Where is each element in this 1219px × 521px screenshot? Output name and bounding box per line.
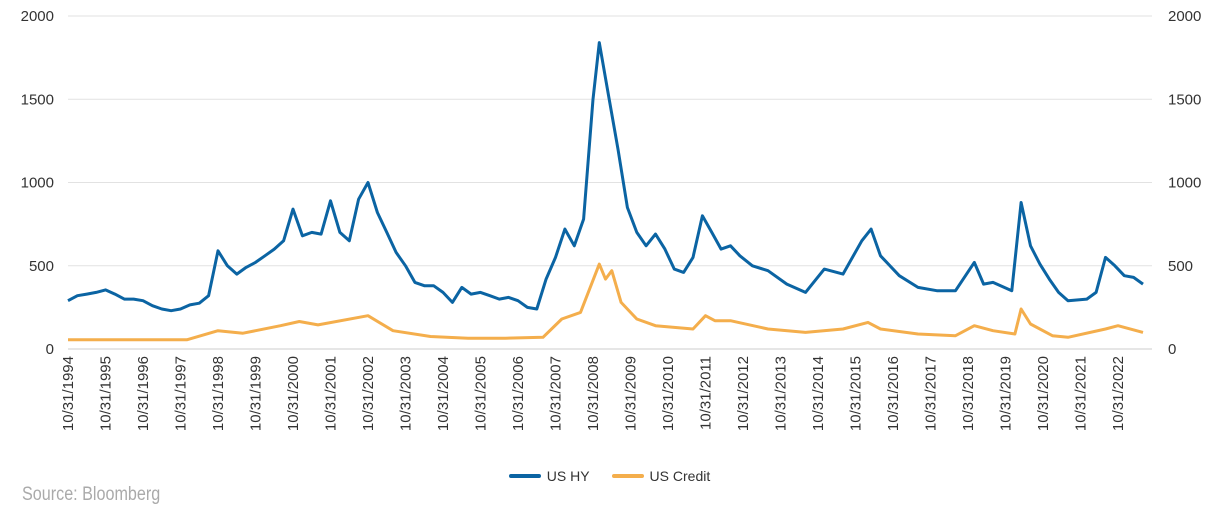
x-tick-label: 10/31/2006 (510, 356, 527, 431)
x-tick-label: 10/31/2007 (548, 356, 565, 431)
x-tick-label: 10/31/2013 (773, 356, 790, 431)
series-line-us-hy (67, 41, 1144, 313)
x-tick-label: 10/31/2010 (660, 356, 677, 431)
x-tick-label: 10/31/1999 (248, 356, 265, 431)
y-tick-label: 2000 (21, 8, 54, 25)
x-tick-label: 10/31/1996 (135, 356, 152, 431)
x-tick-label: 10/31/1997 (173, 356, 190, 431)
legend-label-us-credit: US Credit (649, 468, 711, 484)
x-tick-label: 10/31/1998 (210, 356, 227, 431)
x-tick-label: 10/31/2019 (998, 356, 1015, 431)
x-tick-label: 10/31/2000 (285, 356, 302, 431)
x-tick-label: 10/31/2002 (360, 356, 377, 431)
x-tick-label: 10/31/2004 (435, 356, 452, 431)
x-tick-label: 10/31/2001 (323, 356, 340, 431)
x-tick-label: 10/31/2003 (398, 356, 415, 431)
x-tick-label: 10/31/1995 (98, 356, 115, 431)
x-tick-label: 10/31/2020 (1035, 356, 1052, 431)
x-tick-label: 10/31/2012 (735, 356, 752, 431)
legend-label-us-hy: US HY (546, 468, 590, 484)
y-tick-label: 1000 (21, 175, 54, 192)
x-tick-label: 10/31/2022 (1110, 356, 1127, 431)
x-tick-label: 10/31/2005 (473, 356, 490, 431)
legend: US HY US Credit (0, 468, 1219, 484)
y-tick-label: 500 (29, 258, 54, 275)
x-tick-label: 10/31/2008 (585, 356, 602, 431)
legend-swatch-us-credit (611, 474, 644, 478)
y2-tick-label: 0 (1168, 341, 1176, 358)
x-tick-label: 10/31/2009 (623, 356, 640, 431)
x-tick-label: 10/31/2018 (960, 356, 977, 431)
legend-item-us-hy: US HY (508, 468, 590, 484)
x-tick-label: 10/31/2015 (848, 356, 865, 431)
y2-tick-label: 2000 (1168, 8, 1201, 25)
x-tick-label: 10/31/2021 (1073, 356, 1090, 431)
line-chart: 0 0 500 500 1000 1000 1500 1500 2000 2000 10/31/19… (21, 8, 1202, 431)
x-tick-label: 10/31/2017 (923, 356, 940, 431)
y-tick-label: 1500 (21, 91, 54, 108)
x-tick-label: 10/31/2011 (698, 356, 715, 430)
legend-item-us-credit: US Credit (611, 468, 711, 484)
y2-tick-label: 500 (1168, 258, 1193, 275)
source-note: Source: Bloomberg (22, 484, 161, 505)
y-tick-label: 0 (46, 341, 54, 358)
y2-tick-label: 1000 (1168, 175, 1201, 192)
x-tick-label: 10/31/2014 (810, 356, 827, 431)
series-line-us-credit (68, 262, 1144, 342)
legend-swatch-us-hy (508, 474, 541, 478)
x-tick-label: 10/31/1994 (60, 356, 77, 431)
y2-tick-label: 1500 (1168, 91, 1201, 108)
x-tick-label: 10/31/2016 (885, 356, 902, 431)
